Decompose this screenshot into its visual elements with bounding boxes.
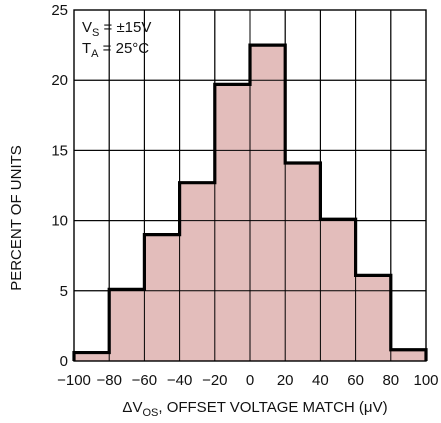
histogram-bar [390,349,426,361]
histogram-bar [285,163,321,361]
x-axis-label-suffix: , OFFSET VOLTAGE MATCH (μV) [158,399,387,416]
y-tick-label: 15 [51,142,68,159]
x-tick-label: −20 [202,372,227,389]
histogram-bar [355,275,391,361]
histogram-bar [214,84,250,362]
y-tick-label: 0 [60,353,68,370]
x-tick-label: 20 [277,372,294,389]
histogram-bars [73,9,427,362]
histogram-outline [72,43,428,361]
x-tick-label: −60 [132,372,157,389]
x-tick-label: 0 [246,372,254,389]
y-axis-tick-labels: 0 5 10 15 20 25 [51,2,68,370]
supply-voltage-annotation: VS = ±15V [82,19,151,39]
y-tick-label: 5 [60,283,68,300]
histogram-bar [109,289,145,361]
plot-frame [73,9,427,362]
histogram-bar [144,234,180,361]
x-axis-label: ΔVOS, OFFSET VOLTAGE MATCH (μV) [122,399,387,419]
x-axis-tick-labels: −100 −80 −60 −40 −20 0 20 40 60 80 100 [57,372,438,389]
x-tick-label: −40 [167,372,192,389]
x-tick-label: −100 [57,372,91,389]
y-tick-label: 10 [51,213,68,230]
histogram-bar [250,45,286,361]
x-axis-label-prefix: ΔV [122,399,142,416]
histogram-bar [179,182,215,361]
histogram-bar [320,219,356,361]
y-tick-label: 25 [51,2,68,19]
x-axis-label-subscript: OS [142,407,158,419]
y-tick-label: 20 [51,72,68,89]
x-tick-label: 80 [382,372,399,389]
y-axis-label: PERCENT OF UNITS [8,145,25,291]
histogram-bar [74,352,110,361]
x-tick-label: 60 [347,372,364,389]
x-tick-label: 40 [312,372,329,389]
temperature-annotation: TA = 25°C [82,40,149,60]
x-tick-label: 100 [413,372,438,389]
x-tick-label: −80 [96,372,121,389]
